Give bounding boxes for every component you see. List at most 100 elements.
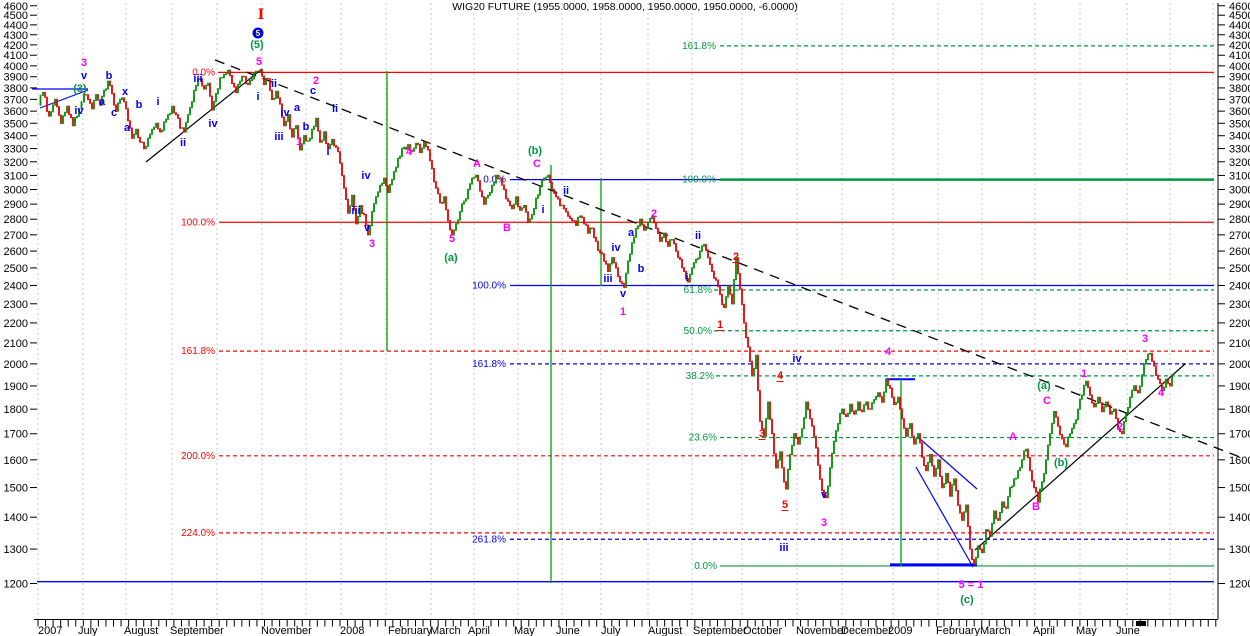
fib-label: 261.8%	[472, 534, 506, 545]
wave-label: 3	[369, 238, 375, 250]
y-axis-label-left: 2100	[4, 338, 28, 350]
wave-label: 4	[885, 346, 892, 358]
y-axis-label-left: 4200	[4, 40, 28, 52]
y-axis-label-left: 2400	[4, 280, 28, 292]
circled-wave-5-marker: 5	[252, 27, 264, 39]
fib-label: 0.0%	[192, 67, 215, 78]
price-series	[39, 69, 1173, 565]
y-axis-label-right: 1700	[1229, 429, 1250, 441]
month-label: July	[78, 625, 98, 636]
wave-label: 4	[1158, 387, 1165, 399]
wave-label: 4	[406, 146, 413, 158]
bear-market-downtrend	[214, 59, 1246, 460]
month-label: May	[514, 625, 535, 636]
month-label: September	[693, 625, 747, 636]
wave-label: (c)	[960, 594, 974, 606]
y-axis-label-right: 1300	[1229, 544, 1250, 556]
month-label: 2009	[888, 625, 912, 636]
y-axis-label-right: 1500	[1229, 483, 1250, 495]
wave-label: I	[258, 7, 265, 23]
y-axis-label-right: 3700	[1229, 94, 1250, 106]
wave-label: A	[1009, 431, 1017, 443]
y-axis-label-right: 4100	[1229, 50, 1250, 62]
y-axis-label-right: 4400	[1229, 20, 1250, 32]
y-axis-label-left: 1500	[4, 483, 28, 495]
wave-label: 5	[449, 233, 455, 245]
y-axis-label-right: 1600	[1229, 455, 1250, 467]
chart-title: WIG20 FUTURE (1955.0000, 1958.0000, 1950…	[452, 1, 798, 13]
y-axis-label-right: 3300	[1229, 144, 1250, 156]
wave-label: 1	[717, 319, 723, 331]
month-label: November	[796, 625, 847, 636]
month-label: 2008	[340, 625, 364, 636]
wave-label: c	[111, 107, 117, 119]
wave-label: iv	[361, 170, 371, 182]
wave-label: B	[1032, 501, 1040, 513]
y-axis-label-right: 2500	[1229, 263, 1250, 275]
wave-label: iii	[603, 273, 612, 285]
y-axis-label-right: 2100	[1229, 338, 1250, 350]
uptrend-2009	[974, 363, 1186, 551]
month-label: September	[170, 625, 224, 636]
y-axis-label-left: 4300	[4, 30, 28, 42]
wave-label: iv	[792, 353, 802, 365]
wave-label: C	[533, 158, 541, 170]
wave-label: a	[628, 227, 635, 239]
y-axis-label-right: 3400	[1229, 131, 1250, 143]
wave-label: ii	[563, 185, 569, 197]
fib-label: 38.2%	[686, 371, 714, 382]
y-axis-label-right: 4000	[1229, 61, 1250, 73]
wave-label: b	[303, 121, 310, 133]
y-axis-label-left: 3700	[4, 94, 28, 106]
wave-label: a	[124, 122, 131, 134]
y-axis-label-left: 1200	[4, 579, 28, 591]
wave-label: 3	[759, 428, 765, 440]
wave-label: iv	[74, 105, 84, 117]
y-axis: 1200 1200 1300 1300 1400 1400 1500 1500 1600 1600…	[4, 1, 1250, 619]
wedge-upper-2009	[918, 437, 978, 490]
y-axis-label-left: 2500	[4, 263, 28, 275]
y-axis-label-left: 2900	[4, 199, 28, 211]
wave-label: iii	[193, 73, 202, 85]
wave-circle	[252, 27, 264, 39]
wave-label: 5 = 1	[959, 579, 984, 591]
y-axis-label-right: 3000	[1229, 185, 1250, 197]
wave-label: 3	[81, 57, 87, 69]
wave-label: 2	[313, 75, 319, 87]
wave-label: v	[364, 222, 371, 234]
y-axis-label-right: 2800	[1229, 214, 1250, 226]
y-axis-label-right: 1200	[1229, 579, 1250, 591]
fib-label: 100.0%	[472, 280, 506, 291]
trendlines	[39, 59, 1246, 568]
y-axis-label-left: 3600	[4, 106, 28, 118]
month-label: August	[124, 625, 158, 636]
wave-label: iii	[779, 542, 788, 554]
y-axis-label-left: 1600	[4, 455, 28, 467]
month-label: December	[841, 625, 892, 636]
y-axis-label-right: 2000	[1229, 359, 1250, 371]
month-label: February	[936, 625, 981, 636]
fib-label: 100.0%	[181, 217, 215, 228]
wave-label: 5	[256, 56, 262, 68]
y-axis-label-left: 3200	[4, 157, 28, 169]
triangle-rising-2007	[39, 89, 89, 109]
y-axis-label-right: 2700	[1229, 230, 1250, 242]
month-label: May	[1076, 625, 1097, 636]
uptrend-2007	[145, 68, 263, 163]
wave-label: a	[294, 102, 301, 114]
wave-label: (a)	[444, 252, 458, 264]
wave-label: i	[256, 91, 259, 103]
wave-label: i	[326, 146, 329, 158]
wave-label: v	[620, 288, 627, 300]
wave-label: i	[156, 96, 159, 108]
vertical-measure-lines	[386, 71, 902, 583]
wave-label: 2	[651, 208, 657, 220]
wave-label: 3	[821, 517, 827, 529]
wedge-lower-2009	[915, 466, 974, 568]
wave-label: iv	[280, 107, 290, 119]
month-label: 2007	[38, 625, 62, 636]
month-label: April	[1033, 625, 1055, 636]
y-axis-label-left: 3900	[4, 72, 28, 84]
fibonacci-levels: 0.0%100.0%161.8%200.0%224.0%0.0%100.0%16…	[181, 41, 1214, 572]
